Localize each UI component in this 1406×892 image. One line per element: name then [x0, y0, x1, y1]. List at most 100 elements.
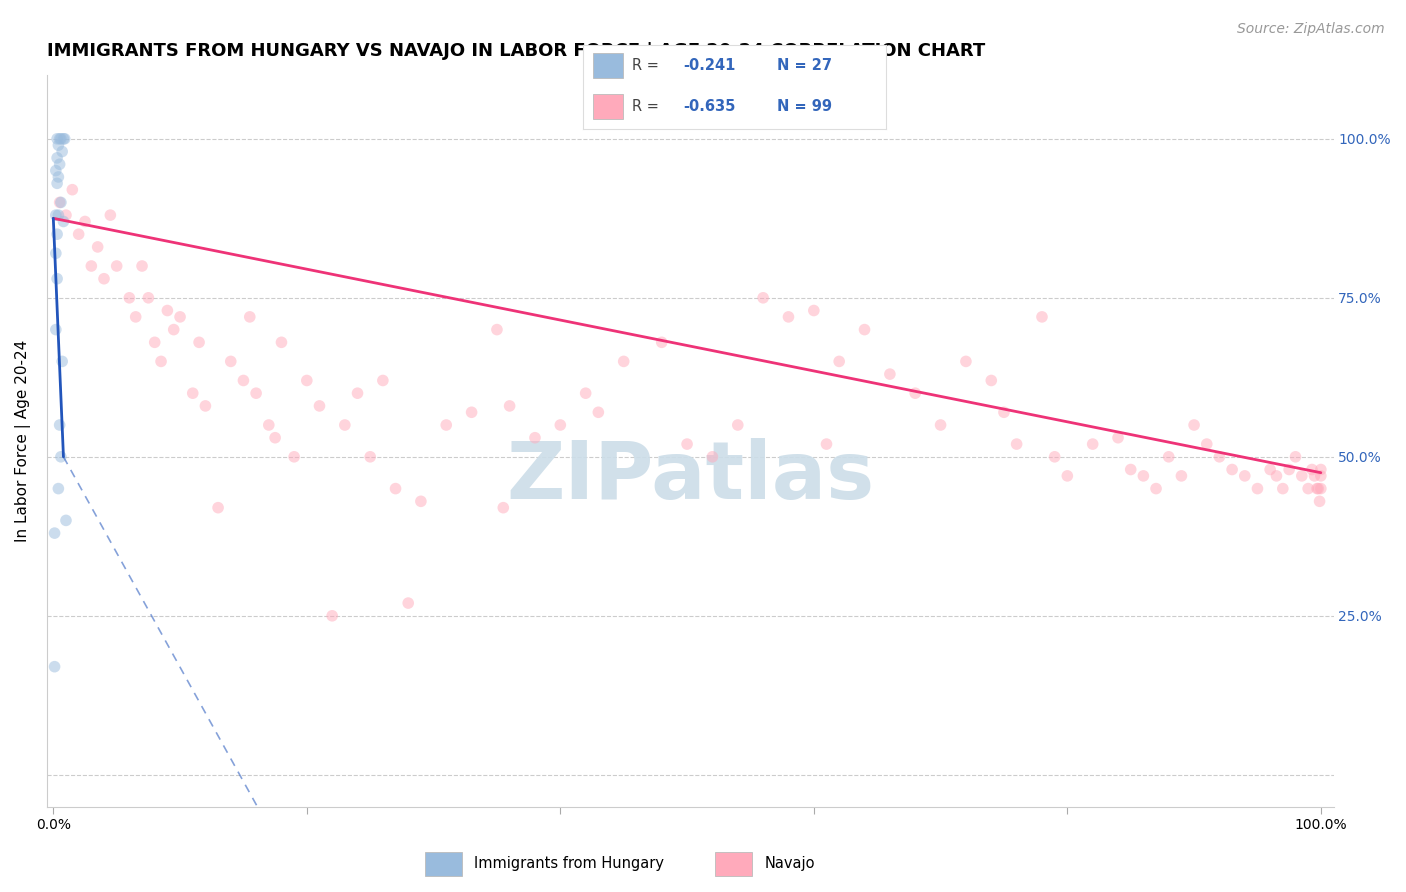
Point — [283, 450, 305, 464]
Point — [1081, 437, 1104, 451]
Point — [93, 271, 115, 285]
Point — [53, 132, 76, 146]
Point — [73, 214, 96, 228]
Point — [86, 240, 108, 254]
Point — [52, 214, 75, 228]
Point — [48, 169, 70, 184]
Point — [651, 335, 673, 350]
Point — [1258, 462, 1281, 476]
Text: N = 27: N = 27 — [778, 58, 832, 73]
Point — [138, 291, 160, 305]
Point — [1278, 462, 1301, 476]
Point — [1157, 450, 1180, 464]
Point — [1220, 462, 1243, 476]
Point — [1309, 468, 1331, 483]
Text: -0.241: -0.241 — [683, 58, 735, 73]
Text: Navajo: Navajo — [765, 855, 815, 871]
Point — [181, 386, 204, 401]
Point — [1233, 468, 1256, 483]
Point — [727, 417, 749, 432]
Point — [359, 450, 381, 464]
Point — [48, 417, 70, 432]
Point — [492, 500, 515, 515]
Point — [67, 227, 90, 242]
Point — [51, 145, 73, 159]
Point — [44, 526, 66, 541]
Point — [169, 310, 191, 324]
Point — [676, 437, 699, 451]
Point — [778, 310, 800, 324]
Point — [1308, 482, 1330, 496]
Point — [929, 417, 952, 432]
Point — [904, 386, 927, 401]
Point — [613, 354, 636, 368]
Point — [45, 163, 67, 178]
Point — [219, 354, 242, 368]
Text: Immigrants from Hungary: Immigrants from Hungary — [474, 855, 664, 871]
Point — [1119, 462, 1142, 476]
Point — [993, 405, 1015, 419]
Point — [125, 310, 148, 324]
Point — [409, 494, 432, 508]
Point — [550, 417, 572, 432]
Point — [48, 132, 70, 146]
Point — [105, 259, 128, 273]
Point — [46, 151, 69, 165]
Point — [48, 138, 70, 153]
Point — [55, 208, 77, 222]
Text: Source: ZipAtlas.com: Source: ZipAtlas.com — [1237, 22, 1385, 37]
Point — [245, 386, 267, 401]
Text: IMMIGRANTS FROM HUNGARY VS NAVAJO IN LABOR FORCE | AGE 20-24 CORRELATION CHART: IMMIGRANTS FROM HUNGARY VS NAVAJO IN LAB… — [46, 42, 986, 60]
Text: N = 99: N = 99 — [778, 99, 832, 114]
Point — [1303, 468, 1326, 483]
Point — [1195, 437, 1218, 451]
Point — [1271, 482, 1294, 496]
Text: -0.635: -0.635 — [683, 99, 735, 114]
Point — [48, 208, 70, 222]
Point — [815, 437, 838, 451]
Point — [143, 335, 166, 350]
Point — [1309, 494, 1331, 508]
Point — [1182, 417, 1205, 432]
Point — [239, 310, 262, 324]
Point — [371, 374, 394, 388]
Point — [46, 132, 69, 146]
Point — [485, 323, 508, 337]
FancyBboxPatch shape — [592, 94, 623, 120]
Point — [1301, 462, 1323, 476]
Point — [49, 195, 72, 210]
Point — [1309, 482, 1331, 496]
Point — [980, 374, 1002, 388]
Point — [1309, 462, 1331, 476]
Point — [396, 596, 419, 610]
Point — [46, 271, 69, 285]
Point — [232, 374, 254, 388]
Point — [150, 354, 173, 368]
Point — [45, 246, 67, 260]
Point — [55, 513, 77, 527]
FancyBboxPatch shape — [425, 852, 461, 876]
Point — [131, 259, 153, 273]
Point — [194, 399, 217, 413]
Point — [523, 431, 546, 445]
Point — [879, 367, 901, 381]
FancyBboxPatch shape — [592, 54, 623, 78]
Point — [295, 374, 318, 388]
Point — [588, 405, 610, 419]
Point — [1132, 468, 1154, 483]
FancyBboxPatch shape — [716, 852, 752, 876]
Point — [752, 291, 775, 305]
Point — [1265, 468, 1288, 483]
Point — [98, 208, 121, 222]
Point — [49, 132, 72, 146]
Point — [1291, 468, 1313, 483]
Point — [46, 227, 69, 242]
Point — [853, 323, 876, 337]
Text: ZIPatlas: ZIPatlas — [506, 439, 875, 516]
Point — [52, 132, 75, 146]
Point — [1005, 437, 1028, 451]
Y-axis label: In Labor Force | Age 20-24: In Labor Force | Age 20-24 — [15, 340, 31, 542]
Point — [118, 291, 141, 305]
Point — [1144, 482, 1167, 496]
Point — [702, 450, 724, 464]
